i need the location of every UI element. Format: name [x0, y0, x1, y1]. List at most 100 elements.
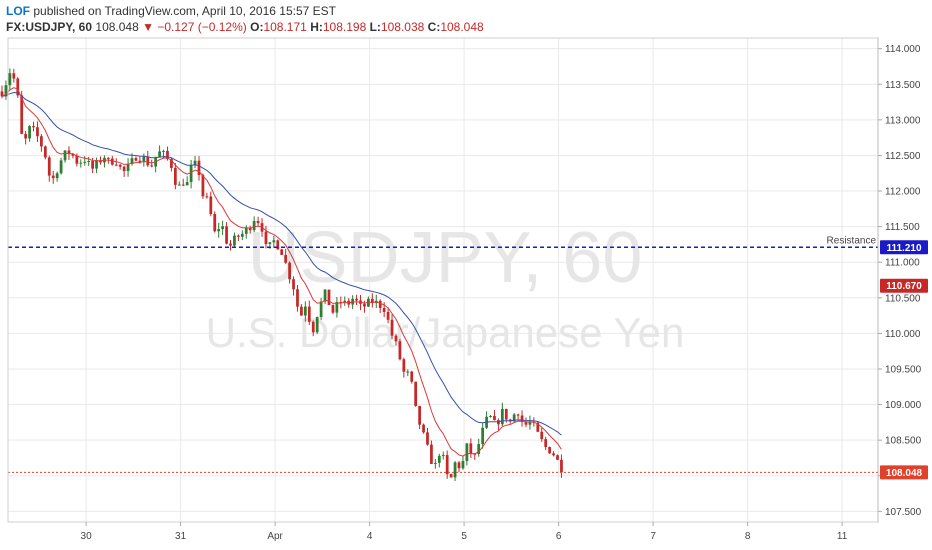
candle-body	[177, 184, 181, 186]
price-tick-label: 111.500	[885, 222, 920, 233]
candle-body	[335, 301, 339, 313]
resistance-label: Resistance	[827, 235, 877, 246]
candle-body	[63, 150, 67, 161]
candle-body	[150, 165, 154, 167]
candle-body	[481, 427, 485, 445]
candle	[441, 451, 445, 460]
candle-body	[244, 227, 248, 234]
candle-body	[493, 416, 496, 421]
candle-body	[548, 446, 551, 454]
candle	[288, 261, 291, 284]
candle	[355, 294, 358, 306]
candle-body	[47, 157, 51, 176]
candle	[370, 293, 374, 308]
candle-body	[516, 414, 520, 416]
candle	[126, 158, 130, 177]
ema-slow-line	[1, 91, 562, 436]
candle-body	[59, 160, 63, 174]
candle	[339, 296, 343, 309]
last-price-text: 108.048	[95, 20, 139, 34]
candle	[16, 76, 20, 98]
candle	[556, 454, 559, 461]
candle-body	[363, 303, 366, 307]
candle	[327, 289, 331, 306]
watermark-symbol: USDJPY, 60	[248, 218, 643, 298]
close-label: C:	[427, 20, 441, 34]
high-value: 108.198	[322, 20, 367, 34]
price-tick-label: 107.500	[885, 507, 922, 518]
candle-body	[83, 161, 87, 163]
candle	[497, 418, 500, 431]
grid	[8, 38, 878, 522]
change-arrow-icon: ▼	[142, 20, 155, 34]
candle	[146, 151, 150, 167]
candle	[319, 297, 323, 321]
candle-body	[43, 146, 47, 158]
candle	[437, 453, 441, 468]
candle	[489, 415, 492, 418]
candle	[500, 402, 504, 427]
candle-body	[75, 155, 79, 164]
price-tick-label: 110.000	[885, 329, 921, 340]
candle	[276, 239, 280, 250]
resistance-tag: 111.210	[880, 240, 928, 255]
candle-body	[166, 150, 169, 159]
candle-body	[477, 444, 481, 455]
candle-body	[378, 300, 382, 308]
candle	[433, 459, 437, 469]
candle-body	[268, 242, 272, 245]
candle	[237, 234, 240, 241]
candle-body	[469, 443, 473, 454]
candle-body	[67, 150, 71, 155]
candle-body	[331, 305, 335, 313]
candle-body	[87, 161, 91, 163]
candle	[217, 222, 221, 238]
candle-body	[323, 289, 327, 302]
candle	[560, 454, 563, 478]
author-name[interactable]: LOF	[6, 4, 30, 18]
symbol-label[interactable]: FX:USDJPY, 60	[6, 20, 93, 34]
candle	[410, 370, 414, 384]
candle-body	[461, 461, 465, 469]
candle-body	[315, 317, 319, 333]
candle	[315, 316, 319, 335]
candle	[343, 296, 347, 306]
candle-body	[382, 307, 386, 312]
candle	[516, 413, 520, 420]
candle	[331, 304, 335, 315]
candle-body	[398, 341, 402, 360]
candle-body	[237, 235, 240, 237]
time-axis[interactable]: 30 31 Apr 4 5 6 7 8 11	[81, 522, 848, 542]
candle-body	[280, 249, 284, 255]
candle-body	[560, 459, 563, 473]
candle	[32, 121, 35, 132]
time-tick-label: 8	[745, 531, 751, 542]
candle	[378, 299, 382, 314]
candle-body	[422, 424, 425, 433]
candle	[118, 163, 122, 170]
candle-body	[264, 231, 268, 245]
candle	[303, 301, 307, 322]
candle-body	[343, 300, 347, 303]
candle	[173, 162, 177, 190]
candle-body	[170, 158, 173, 168]
candle	[469, 438, 473, 458]
price-tick-label: 112.000	[885, 187, 921, 198]
last-price-tag: 108.048	[880, 465, 928, 480]
candle-body	[91, 161, 94, 169]
candle	[154, 156, 158, 173]
candle	[189, 159, 193, 189]
candle	[28, 125, 31, 142]
candle	[177, 181, 181, 186]
candle-body	[55, 173, 59, 179]
candle-body	[189, 165, 193, 183]
candle-body	[402, 359, 406, 372]
candle-body	[536, 422, 540, 432]
candle-body	[414, 381, 418, 406]
candle-body	[355, 298, 358, 301]
candle-body	[303, 306, 307, 316]
candle	[544, 436, 548, 451]
candle-body	[457, 462, 461, 469]
candle-body	[240, 233, 244, 237]
